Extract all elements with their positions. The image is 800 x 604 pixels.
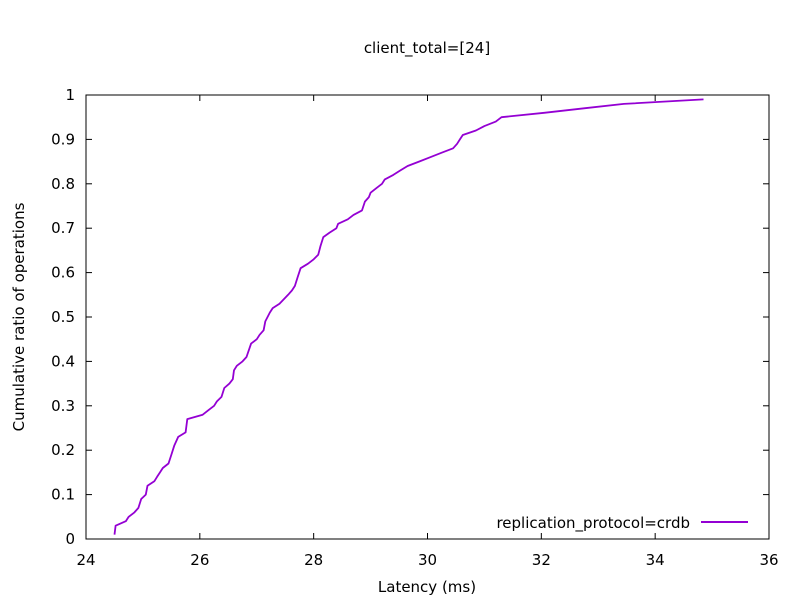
x-tick-label: 24 — [76, 551, 95, 569]
y-tick-label: 0.6 — [51, 264, 75, 282]
x-tick-label: 26 — [190, 551, 209, 569]
x-tick-label: 32 — [532, 551, 551, 569]
y-tick-label: 0.9 — [51, 130, 75, 148]
legend: replication_protocol=crdb — [496, 514, 748, 533]
plot-area-frame — [85, 94, 770, 540]
y-tick-label: 0.5 — [51, 308, 75, 326]
x-tick-label: 30 — [418, 551, 437, 569]
x-axis-label: Latency (ms) — [378, 578, 476, 596]
y-tick-label: 0.4 — [51, 352, 75, 370]
y-tick-label: 0.8 — [51, 175, 75, 193]
x-tick-label: 34 — [646, 551, 665, 569]
y-axis-label: Cumulative ratio of operations — [10, 202, 28, 431]
y-tick-label: 0.2 — [51, 441, 75, 459]
x-axis-ticks: 24 26 28 30 32 34 36 — [76, 95, 779, 569]
x-tick-label: 28 — [304, 551, 323, 569]
y-tick-label: 0 — [65, 530, 75, 548]
x-tick-label: 36 — [759, 551, 778, 569]
chart-title: client_total=[24] — [364, 39, 490, 58]
series-layer — [113, 98, 704, 535]
y-tick-label: 0.1 — [51, 486, 75, 504]
y-tick-label: 0.7 — [51, 219, 75, 237]
legend-label: replication_protocol=crdb — [496, 514, 690, 533]
series-line-replication-protocol-crdb — [113, 98, 704, 535]
y-tick-label: 0.3 — [51, 397, 75, 415]
y-axis-ticks: 0 0.1 0.2 0.3 0.4 0.5 0.6 0.7 0.8 0.9 1 — [51, 86, 769, 548]
y-tick-label: 1 — [65, 86, 75, 104]
